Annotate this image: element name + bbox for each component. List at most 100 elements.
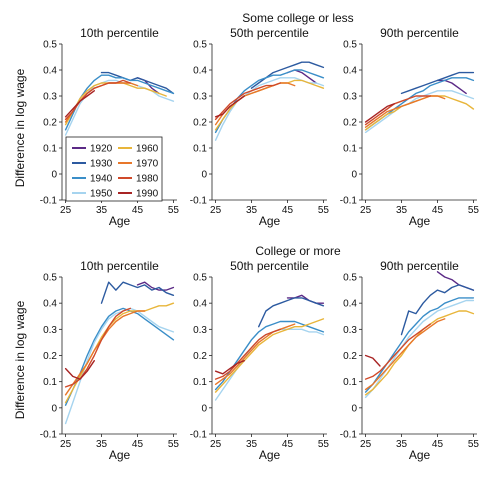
panel-some-college-90th: 90th percentile -0.1 0 0.1 0.2 0.3 0.4 0.5 25 35 4… xyxy=(340,26,480,228)
x-tick-label: 45 xyxy=(132,205,144,216)
y-tick-label: 0.5 xyxy=(193,40,207,51)
y-tick-label: 0.3 xyxy=(43,92,57,103)
legend-label-1930: 1930 xyxy=(90,159,113,170)
y-axis-label-bottom: Difference in log wage xyxy=(13,300,27,419)
y-tick-label: 0.1 xyxy=(343,144,357,155)
y-tick-label: 0 xyxy=(351,403,357,414)
x-tick-label: 25 xyxy=(60,439,72,450)
panel-title: 10th percentile xyxy=(80,26,159,40)
x-tick-label: 25 xyxy=(60,205,72,216)
series-line-1930 xyxy=(100,71,175,95)
x-tick-label: 45 xyxy=(432,439,444,450)
panel-title: 90th percentile xyxy=(380,259,459,273)
legend-label-1960: 1960 xyxy=(136,144,159,155)
series-line-1980 xyxy=(64,79,132,121)
panels: 10th percentile -0.1 0 0.1 0.2 0.3 0.4 0.5 25 35 4… xyxy=(40,26,480,462)
x-tick-label: 45 xyxy=(432,205,444,216)
legend-label-1980: 1980 xyxy=(136,174,159,185)
series-line-1930 xyxy=(250,61,325,89)
series-line-1940 xyxy=(364,297,475,393)
panel-title: 50th percentile xyxy=(230,259,309,273)
series-line-1990 xyxy=(64,360,96,380)
series-line-1920 xyxy=(436,79,467,95)
y-tick-label: 0.3 xyxy=(193,92,207,103)
y-tick-label: 0.4 xyxy=(193,66,207,77)
y-tick-label: 0.4 xyxy=(193,299,207,310)
y-tick-label: 0.5 xyxy=(193,273,207,284)
series-line-1980 xyxy=(214,328,281,380)
series-line-1960 xyxy=(364,310,475,396)
y-tick-label: -0.1 xyxy=(190,196,208,207)
series-line-1930 xyxy=(400,71,475,95)
series-line-1920 xyxy=(436,271,475,291)
series-line-1950 xyxy=(364,299,475,399)
series-line-1940 xyxy=(364,77,475,131)
x-axis-label: Age xyxy=(109,214,131,228)
series-line-1950 xyxy=(364,90,475,134)
series-line-1930 xyxy=(400,284,475,336)
series-line-1990 xyxy=(214,360,246,375)
series-line-1970 xyxy=(64,82,139,123)
series-line-1960 xyxy=(64,302,175,404)
series-line-1990 xyxy=(364,354,381,367)
y-tick-label: 0.2 xyxy=(43,351,57,362)
y-tick-label: 0.1 xyxy=(43,377,57,388)
panel-college-50th: 50th percentile -0.1 0 0.1 0.2 0.3 0.4 0.5 25 35 4… xyxy=(190,259,330,462)
x-tick-label: 25 xyxy=(360,205,372,216)
y-tick-label: 0.4 xyxy=(43,66,57,77)
panel-title: 50th percentile xyxy=(230,26,309,40)
legend-label-1990: 1990 xyxy=(136,189,159,200)
series-line-1940 xyxy=(64,307,175,406)
y-tick-label: -0.1 xyxy=(190,430,208,441)
x-tick-label: 35 xyxy=(396,439,408,450)
series-line-1990 xyxy=(214,95,246,118)
x-tick-label: 45 xyxy=(282,439,294,450)
panel-college-90th: 90th percentile -0.1 0 0.1 0.2 0.3 0.4 0.5 25 35 4… xyxy=(340,259,480,462)
x-tick-label: 35 xyxy=(396,205,408,216)
y-tick-label: 0.5 xyxy=(343,273,357,284)
y-tick-label: 0.4 xyxy=(43,299,57,310)
y-tick-label: 0.1 xyxy=(193,144,207,155)
y-tick-label: -0.1 xyxy=(340,430,358,441)
y-tick-label: 0.1 xyxy=(43,144,57,155)
series-line-1980 xyxy=(364,95,431,126)
series-line-1990 xyxy=(364,103,395,123)
x-tick-label: 35 xyxy=(96,205,108,216)
y-tick-label: -0.1 xyxy=(40,430,58,441)
y-tick-label: 0.2 xyxy=(343,118,357,129)
y-tick-label: 0.2 xyxy=(343,351,357,362)
group-title-some-college: Some college or less xyxy=(242,11,353,25)
panel-college-10th: 10th percentile -0.1 0 0.1 0.2 0.3 0.4 0.5 25 35 4… xyxy=(40,259,180,462)
panel-title: 10th percentile xyxy=(80,259,159,273)
y-tick-label: 0.2 xyxy=(43,118,57,129)
x-axis-label: Age xyxy=(409,214,431,228)
x-tick-label: 55 xyxy=(168,205,180,216)
series-line-1920 xyxy=(136,77,160,95)
y-tick-label: 0.4 xyxy=(343,66,357,77)
y-axis-label-top: Difference in log wage xyxy=(13,68,27,187)
series-line-1950 xyxy=(64,307,175,425)
series-line-1970 xyxy=(364,318,446,391)
y-tick-label: 0.5 xyxy=(43,40,57,51)
legend: 1920 1960 1930 1970 1940 1980 1950 1990 xyxy=(65,136,163,202)
y-tick-label: 0.5 xyxy=(343,40,357,51)
y-tick-label: 0.2 xyxy=(193,118,207,129)
x-tick-label: 35 xyxy=(96,439,108,450)
series-line-1980 xyxy=(214,82,281,121)
series-line-1970 xyxy=(364,95,446,128)
series-line-1980 xyxy=(364,323,431,380)
series-line-1950 xyxy=(214,328,325,401)
x-axis-label: Age xyxy=(259,448,281,462)
x-tick-label: 45 xyxy=(132,439,144,450)
series-line-1980 xyxy=(64,307,132,388)
series-line-1930 xyxy=(258,297,325,328)
y-tick-label: 0.5 xyxy=(43,273,57,284)
x-axis-label: Age xyxy=(109,448,131,462)
x-tick-label: 35 xyxy=(246,205,258,216)
x-tick-label: 55 xyxy=(318,205,330,216)
series-line-1970 xyxy=(214,323,296,385)
x-tick-label: 55 xyxy=(468,439,480,450)
x-tick-label: 25 xyxy=(210,439,222,450)
y-tick-label: 0 xyxy=(351,170,357,181)
